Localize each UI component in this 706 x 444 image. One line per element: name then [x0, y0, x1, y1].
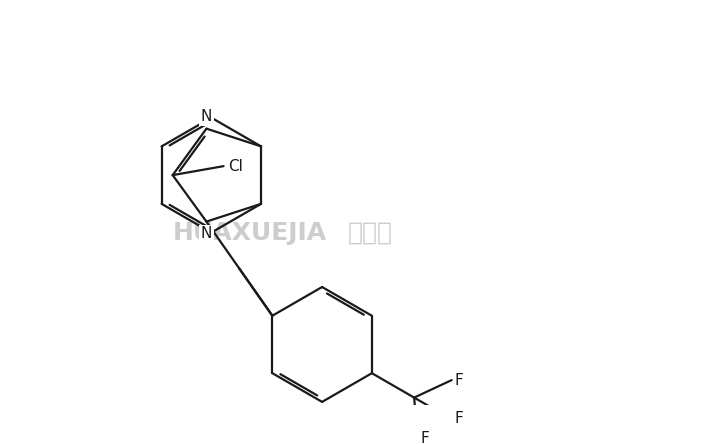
Text: F: F: [455, 411, 463, 426]
Text: F: F: [455, 373, 463, 388]
Text: N: N: [201, 226, 212, 241]
Text: Cl: Cl: [228, 159, 243, 174]
Text: 化学加: 化学加: [348, 221, 393, 245]
Text: N: N: [201, 109, 212, 124]
Text: F: F: [421, 431, 429, 444]
Text: HUAXUEJIA: HUAXUEJIA: [172, 221, 327, 245]
